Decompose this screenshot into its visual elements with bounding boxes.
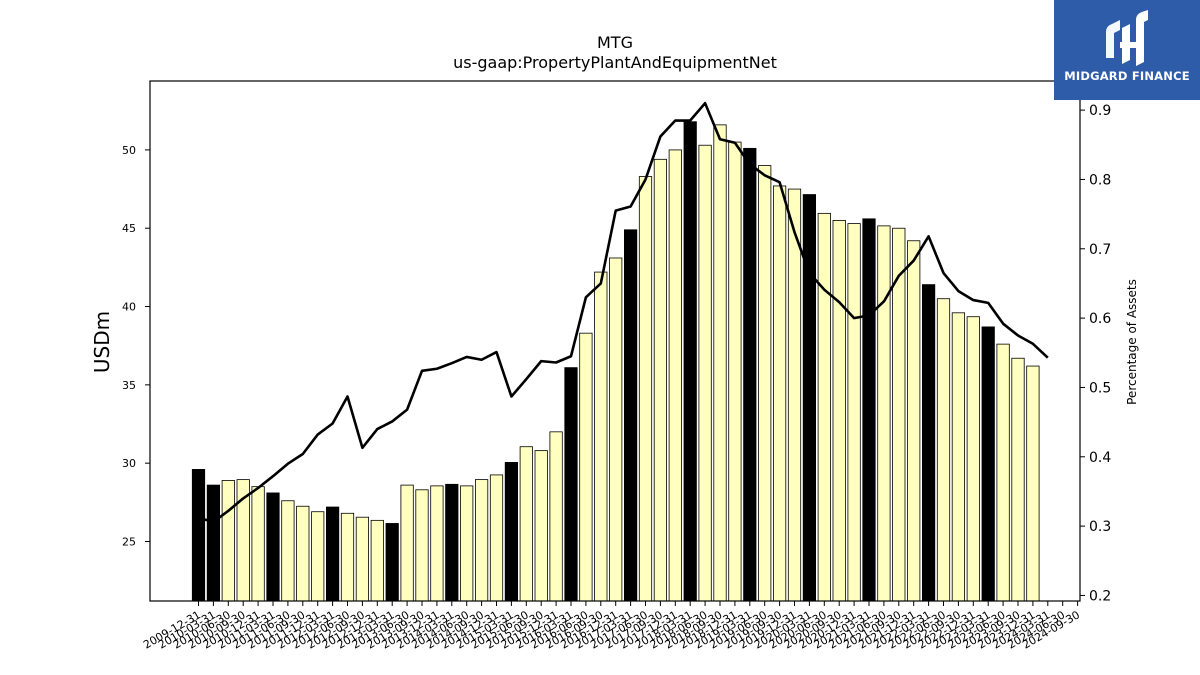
bar-2014-06-30 xyxy=(460,485,474,602)
y-tick-label: 35 xyxy=(122,379,136,392)
bar-series xyxy=(191,121,1040,602)
y2-tick-label: 0.9 xyxy=(1089,103,1111,119)
bar-2013-12-31 xyxy=(430,485,444,602)
bar-2015-09-30 xyxy=(534,450,548,602)
bar-2014-03-31 xyxy=(445,483,459,602)
y2-tick-label: 0.6 xyxy=(1089,311,1111,327)
y-tick-label: 45 xyxy=(122,222,136,235)
bar-2013-03-31 xyxy=(385,523,399,602)
y-tick-label: 30 xyxy=(122,457,136,470)
y2-tick-label: 0.8 xyxy=(1089,172,1111,188)
bar-2020-06-30 xyxy=(817,212,831,602)
bar-2016-03-31 xyxy=(564,367,578,602)
bar-2023-03-31 xyxy=(981,326,995,602)
y-tick-label: 25 xyxy=(122,535,136,548)
bar-2018-09-30 xyxy=(713,124,727,602)
bar-2015-06-30 xyxy=(519,446,533,602)
bar-2023-09-30 xyxy=(1011,357,1025,602)
bar-2011-06-30 xyxy=(281,500,295,602)
bar-2016-09-30 xyxy=(594,271,608,602)
y2-tick-label: 0.5 xyxy=(1089,380,1111,396)
bar-2021-12-31 xyxy=(907,240,921,602)
y2-tick-label: 0.2 xyxy=(1089,588,1111,604)
bar-2020-12-31 xyxy=(847,223,861,602)
bar-2022-06-30 xyxy=(936,298,951,602)
y-axis-label: USDm xyxy=(90,311,114,373)
bar-2023-06-30 xyxy=(996,343,1010,602)
bar-2022-12-31 xyxy=(966,316,980,602)
bar-2021-03-31 xyxy=(862,218,876,602)
bar-2021-06-30 xyxy=(877,225,891,602)
line-series-layer xyxy=(198,101,1049,524)
bar-2011-03-31 xyxy=(266,492,280,602)
bar-2015-03-31 xyxy=(504,461,519,602)
bar-2010-12-31 xyxy=(251,486,265,602)
chart-subtitle: us-gaap:PropertyPlantAndEquipmentNet xyxy=(453,53,777,72)
percentage-of-assets-line xyxy=(198,101,1049,524)
bar-2022-09-30 xyxy=(951,312,966,602)
bar-2012-03-31 xyxy=(325,506,340,602)
midgard-logo-icon xyxy=(1106,10,1148,66)
bar-2010-03-31 xyxy=(206,484,220,602)
y2-tick-label: 0.7 xyxy=(1089,242,1111,258)
bar-2016-12-31 xyxy=(609,257,623,602)
plot-frame xyxy=(149,80,1081,602)
logo-text: MIDGARD FINANCE xyxy=(1064,69,1190,83)
bar-2019-09-30 xyxy=(773,185,787,602)
bar-2018-12-31 xyxy=(728,141,742,602)
y-tick-label: 40 xyxy=(122,301,136,314)
bar-2014-09-30 xyxy=(474,479,489,602)
bar-2015-12-31 xyxy=(549,431,563,602)
bar-2019-12-31 xyxy=(787,188,802,602)
brand-logo: MIDGARD FINANCE xyxy=(1054,0,1200,100)
chart-title: MTG xyxy=(597,33,633,52)
bar-2009-12-31 xyxy=(191,469,206,602)
bar-2020-03-31 xyxy=(802,194,817,602)
bar-2018-03-31 xyxy=(683,121,697,602)
bar-2013-06-30 xyxy=(400,484,414,602)
bar-2012-06-30 xyxy=(340,512,355,602)
bar-2011-12-31 xyxy=(311,511,325,602)
y-tick-label: 50 xyxy=(122,144,136,157)
bar-2019-03-31 xyxy=(743,147,757,602)
bar-2018-06-30 xyxy=(698,144,712,602)
bar-2014-12-31 xyxy=(489,474,504,602)
bar-2019-06-30 xyxy=(758,165,772,602)
y2-axis-label: Percentage of Assets xyxy=(1125,279,1139,405)
bar-2011-09-30 xyxy=(296,505,310,602)
bar-2017-12-31 xyxy=(668,149,682,602)
bar-2017-06-30 xyxy=(638,176,653,602)
bar-2010-06-30 xyxy=(221,479,235,602)
bar-2020-09-30 xyxy=(832,219,846,602)
y2-tick-label: 0.4 xyxy=(1089,450,1111,466)
bar-2017-09-30 xyxy=(653,158,668,602)
bar-2013-09-30 xyxy=(415,489,429,602)
bar-2012-12-31 xyxy=(370,519,384,602)
bar-2022-03-31 xyxy=(922,284,936,602)
bar-2016-06-30 xyxy=(579,332,593,602)
bar-2012-09-30 xyxy=(355,516,370,602)
bar-2023-12-31 xyxy=(1026,365,1040,602)
axis-ticks: 2530354045500.20.30.40.50.60.70.80.92009… xyxy=(122,103,1111,651)
y2-tick-label: 0.3 xyxy=(1089,519,1111,535)
bar-2017-03-31 xyxy=(624,229,638,602)
